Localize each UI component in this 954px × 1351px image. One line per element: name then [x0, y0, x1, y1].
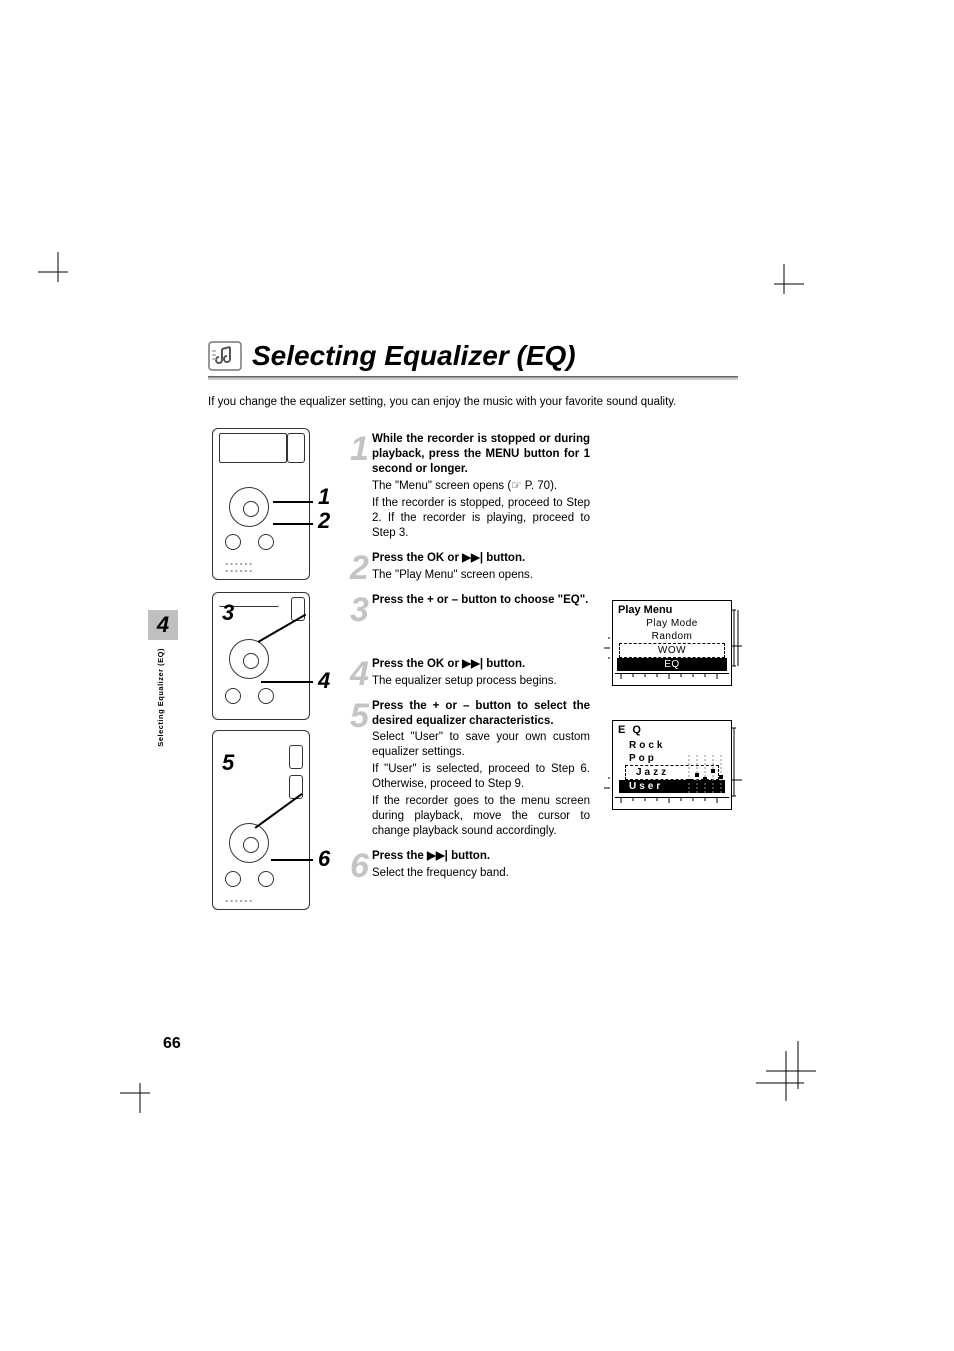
lcd-row-highlight: EQ [617, 658, 727, 671]
crop-mark-br [756, 1041, 816, 1101]
lcd-side-ticks-left [604, 740, 614, 800]
lcd-side-ticks-right [732, 720, 746, 804]
lcd-row: Random [613, 630, 731, 643]
title-rule [208, 376, 738, 380]
lcd-side-ticks-right [732, 600, 746, 674]
lcd-play-menu: Play Menu Play Mode Random WOW EQ [612, 600, 732, 686]
step-text: If the recorder is stopped, proceed to S… [372, 496, 590, 541]
crop-mark-tr [764, 264, 804, 304]
callout-3: 3 [222, 600, 234, 626]
step-number: 2 [350, 551, 370, 585]
step-3: 3 Press the + or – button to choose "EQ"… [350, 593, 590, 627]
step-5: 5 Press the + or – button to select the … [350, 699, 590, 841]
callout-4: 4 [318, 668, 330, 694]
crop-mark-bl [120, 1073, 160, 1113]
lcd-eq-menu: E Q Rock Pop Jazz User [612, 720, 732, 810]
step-text: The "Menu" screen opens (☞ P. 70). [372, 479, 590, 494]
lcd-title: E Q [613, 721, 731, 737]
lcd-row: Play Mode [613, 617, 731, 630]
step-text: Select the frequency band. [372, 866, 590, 881]
callout-5: 5 [222, 750, 234, 776]
step-4: 4 Press the OK or ▶▶| button. The equali… [350, 657, 590, 691]
eq-bars-icon [685, 749, 725, 799]
section-tab: 4 [148, 610, 178, 640]
step-2: 2 Press the OK or ▶▶| button. The "Play … [350, 551, 590, 585]
step-heading: Press the OK or ▶▶| button. [372, 551, 590, 566]
lcd-scale [615, 673, 729, 683]
step-number: 1 [350, 432, 370, 543]
page-title-block: Selecting Equalizer (EQ) [208, 340, 738, 372]
lcd-side-ticks-left [604, 608, 614, 668]
vertical-page-label: Selecting Equalizer (EQ) [156, 648, 165, 747]
step-heading: Press the OK or ▶▶| button. [372, 657, 590, 672]
step-heading: Press the + or – button to choose "EQ". [372, 593, 590, 608]
page-subtitle: If you change the equalizer setting, you… [208, 396, 676, 408]
step-number: 4 [350, 657, 370, 691]
callout-1: 1 [318, 484, 330, 510]
step-number: 3 [350, 593, 370, 627]
step-6: 6 Press the ▶▶| button. Select the frequ… [350, 849, 590, 883]
step-text: If "User" is selected, proceed to Step 6… [372, 762, 590, 792]
crop-mark-tl [38, 252, 78, 292]
step-heading: Press the + or – button to select the de… [372, 699, 590, 729]
step-number: 6 [350, 849, 370, 883]
lcd-row: WOW [619, 643, 725, 658]
step-heading: While the recorder is stopped or during … [372, 432, 590, 477]
lcd-title: Play Menu [613, 601, 731, 617]
step-1: 1 While the recorder is stopped or durin… [350, 432, 590, 543]
device-figure-1: ∘∘∘∘∘∘∘∘∘∘∘∘ [212, 428, 310, 580]
step-number: 5 [350, 699, 370, 841]
callout-6: 6 [318, 846, 330, 872]
steps-column: 1 While the recorder is stopped or durin… [350, 432, 590, 891]
step-text: The "Play Menu" screen opens. [372, 568, 590, 583]
page-title: Selecting Equalizer (EQ) [252, 340, 576, 372]
music-note-icon [208, 341, 242, 371]
step-text: Select "User" to save your own custom eq… [372, 730, 590, 760]
step-text: The equalizer setup process begins. [372, 674, 590, 689]
step-text: If the recorder goes to the menu screen … [372, 794, 590, 839]
callout-2: 2 [318, 508, 330, 534]
page-number: 66 [163, 1035, 181, 1053]
step-heading: Press the ▶▶| button. [372, 849, 590, 864]
